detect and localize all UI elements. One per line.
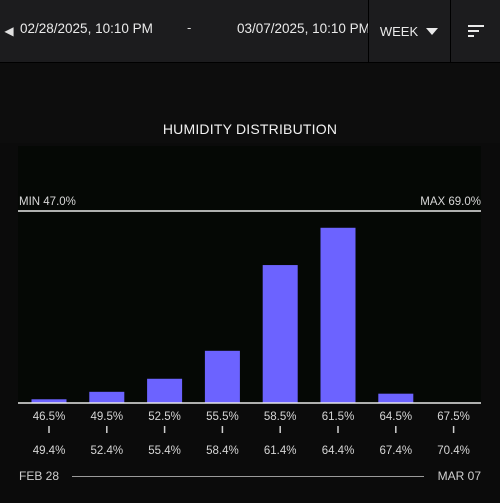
chart-title: HUMIDITY DISTRIBUTION bbox=[162, 121, 338, 137]
bin-low-label: 46.5% bbox=[33, 411, 66, 423]
range-select-label: WEEK bbox=[379, 23, 419, 39]
bin-low-label: 55.5% bbox=[206, 411, 239, 423]
bin-high-label: 70.4% bbox=[437, 445, 470, 457]
bin-high-label: 64.4% bbox=[322, 445, 355, 457]
timeline-start-label: FEB 28 bbox=[19, 469, 60, 483]
bin-low-label: 61.5% bbox=[322, 411, 355, 423]
bin-high-label: 61.4% bbox=[264, 445, 297, 457]
bin-low-label: 67.5% bbox=[437, 411, 470, 423]
bin-low-label: 58.5% bbox=[264, 411, 297, 423]
bin-low-label: 52.5% bbox=[148, 411, 181, 423]
caret-down-icon bbox=[426, 27, 439, 35]
bin-high-label: 67.4% bbox=[379, 445, 412, 457]
previous-range-icon[interactable]: ◀ bbox=[4, 24, 14, 38]
bin-high-label: 58.4% bbox=[206, 445, 239, 457]
timeline-line[interactable] bbox=[72, 476, 424, 477]
sort-menu-button[interactable] bbox=[451, 0, 500, 62]
spacer bbox=[0, 63, 500, 143]
min-label: MIN 47.0% bbox=[19, 196, 76, 208]
top-bar: ◀ 02/28/2025, 10:10 PM - 03/07/2025, 10:… bbox=[0, 0, 500, 63]
histogram-bar[interactable] bbox=[320, 227, 356, 403]
range-select-button[interactable]: WEEK bbox=[369, 0, 449, 62]
divider bbox=[368, 0, 369, 62]
histogram-bar[interactable] bbox=[89, 391, 125, 403]
histogram-bar[interactable] bbox=[262, 265, 298, 403]
divider bbox=[450, 0, 451, 62]
timeline-end-label: MAR 07 bbox=[437, 469, 481, 483]
bin-low-label: 64.5% bbox=[379, 411, 412, 423]
histogram-bar[interactable] bbox=[31, 399, 67, 403]
bin-low-label: 49.5% bbox=[90, 411, 123, 423]
max-label: MAX 69.0% bbox=[420, 196, 481, 208]
histogram-bar[interactable] bbox=[378, 393, 414, 403]
sort-lines-icon bbox=[467, 25, 484, 37]
histogram-bar[interactable] bbox=[204, 350, 240, 403]
end-date[interactable]: 03/07/2025, 10:10 PM bbox=[237, 21, 370, 36]
date-separator: - bbox=[187, 20, 192, 35]
bin-high-label: 52.4% bbox=[90, 445, 123, 457]
start-date[interactable]: 02/28/2025, 10:10 PM bbox=[20, 21, 153, 36]
bin-high-label: 55.4% bbox=[148, 445, 181, 457]
plot-area bbox=[18, 146, 481, 404]
histogram-bar[interactable] bbox=[147, 378, 183, 403]
bin-high-label: 49.4% bbox=[33, 445, 66, 457]
